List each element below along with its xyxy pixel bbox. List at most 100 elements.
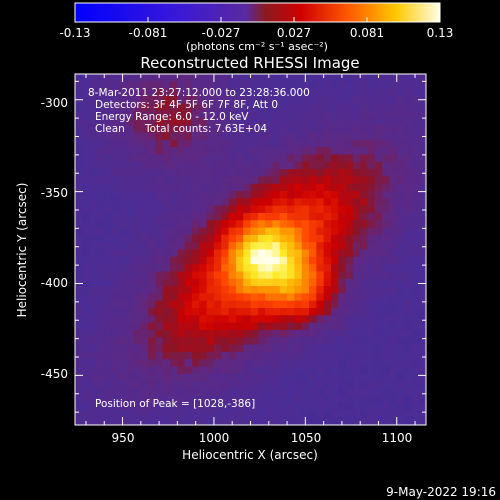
image-pixel <box>330 161 339 170</box>
image-pixel <box>221 264 230 273</box>
image-pixel <box>382 132 391 141</box>
image-pixel <box>162 139 171 148</box>
image-pixel <box>221 242 230 251</box>
image-pixel <box>301 234 310 243</box>
image-pixel <box>206 344 215 353</box>
image-pixel <box>360 278 369 287</box>
image-pixel <box>111 227 120 236</box>
image-pixel <box>228 139 237 148</box>
image-pixel <box>279 359 288 368</box>
image-pixel <box>279 322 288 331</box>
image-pixel <box>309 329 317 338</box>
image-pixel <box>404 132 412 141</box>
image-pixel <box>82 286 91 294</box>
image-pixel <box>367 125 376 134</box>
image-pixel <box>316 410 325 419</box>
image-pixel <box>126 191 135 199</box>
image-pixel <box>170 286 178 294</box>
image-pixel <box>177 300 186 309</box>
image-pixel <box>272 286 281 294</box>
image-pixel <box>184 381 193 390</box>
image-pixel <box>330 278 339 287</box>
image-pixel <box>96 132 105 141</box>
image-pixel <box>330 110 339 119</box>
image-pixel <box>162 227 171 236</box>
image-pixel <box>228 286 237 294</box>
image-pixel <box>257 154 266 163</box>
image-pixel <box>367 410 376 419</box>
image-pixel <box>213 395 222 404</box>
image-pixel <box>404 205 412 214</box>
image-pixel <box>118 220 127 229</box>
image-pixel <box>221 154 230 163</box>
image-pixel <box>140 125 149 134</box>
image-pixel <box>352 212 361 221</box>
image-pixel <box>228 242 237 251</box>
image-pixel <box>155 271 164 280</box>
image-pixel <box>250 286 259 294</box>
image-pixel <box>360 183 369 192</box>
image-pixel <box>111 286 120 294</box>
image-pixel <box>177 403 186 411</box>
image-pixel <box>177 344 186 353</box>
image-pixel <box>177 271 186 280</box>
image-pixel <box>199 183 208 192</box>
image-pixel <box>287 242 295 251</box>
image-pixel <box>126 278 135 287</box>
image-pixel <box>243 373 252 382</box>
image-pixel <box>345 417 354 425</box>
image-pixel <box>309 344 317 353</box>
image-pixel <box>396 249 405 258</box>
image-pixel <box>338 183 347 192</box>
image-pixel <box>213 183 222 192</box>
image-pixel <box>75 395 83 404</box>
image-pixel <box>294 410 303 419</box>
image-pixel <box>316 74 325 82</box>
image-pixel <box>250 264 259 273</box>
image-pixel <box>140 293 149 302</box>
image-pixel <box>374 308 383 316</box>
image-pixel <box>316 337 325 346</box>
image-pixel <box>89 147 98 156</box>
image-pixel <box>330 81 339 90</box>
image-pixel <box>148 278 157 287</box>
image-pixel <box>301 344 310 353</box>
image-pixel <box>228 256 237 265</box>
image-pixel <box>155 373 164 382</box>
image-pixel <box>374 264 383 273</box>
image-pixel <box>213 161 222 170</box>
image-pixel <box>396 161 405 170</box>
image-pixel <box>213 88 222 97</box>
image-pixel <box>235 125 244 134</box>
image-pixel <box>330 191 339 199</box>
image-pixel <box>316 132 325 141</box>
image-pixel <box>228 322 237 331</box>
image-pixel <box>235 373 244 382</box>
image-pixel <box>411 147 420 156</box>
image-pixel <box>374 139 383 148</box>
image-pixel <box>192 403 200 411</box>
image-pixel <box>184 373 193 382</box>
image-pixel <box>279 205 288 214</box>
image-pixel <box>96 117 105 126</box>
image-pixel <box>250 95 259 104</box>
image-pixel <box>367 103 376 112</box>
image-pixel <box>338 337 347 346</box>
image-pixel <box>75 271 83 280</box>
image-pixel <box>170 183 178 192</box>
image-pixel <box>396 220 405 229</box>
image-pixel <box>301 337 310 346</box>
image-pixel <box>155 161 164 170</box>
image-pixel <box>243 410 252 419</box>
image-pixel <box>82 410 91 419</box>
image-pixel <box>301 147 310 156</box>
image-pixel <box>104 234 113 243</box>
image-pixel <box>265 198 274 207</box>
image-pixel <box>418 308 426 316</box>
image-pixel <box>82 359 91 368</box>
image-pixel <box>301 366 310 375</box>
image-pixel <box>404 256 412 265</box>
image-pixel <box>294 366 303 375</box>
image-pixel <box>309 147 317 156</box>
image-pixel <box>294 117 303 126</box>
